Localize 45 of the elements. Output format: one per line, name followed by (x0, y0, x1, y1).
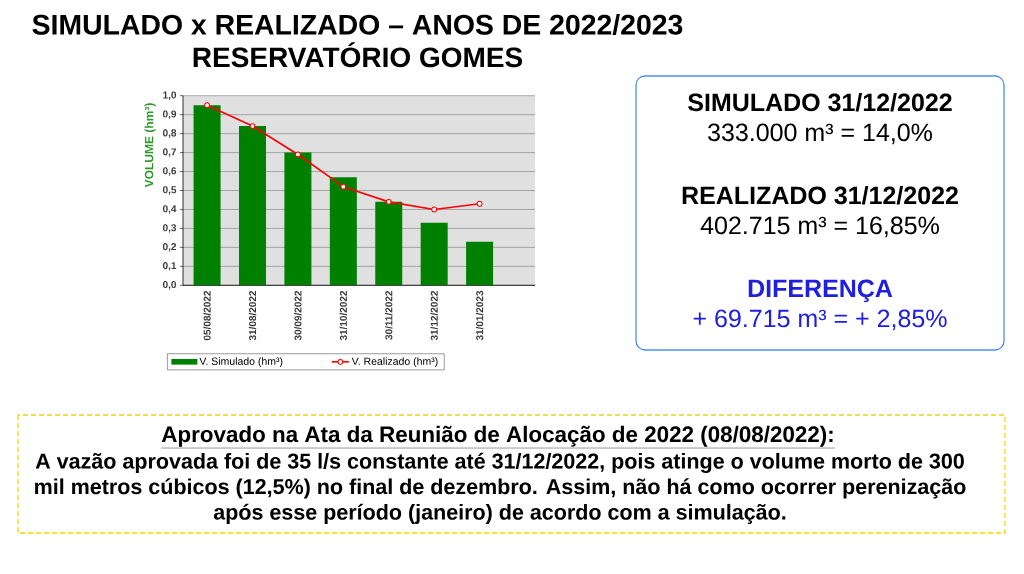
chart-subtitle: RESERVATÓRIO GOMES (193, 42, 523, 68)
bar (375, 201, 403, 286)
point (249, 123, 256, 129)
x-tick-label: 31/10/2022 (339, 290, 348, 341)
text: DIFERENÇA (748, 279, 893, 303)
y-tick-label: 0,0 (162, 281, 177, 290)
y-tick-label: 0,7 (162, 148, 177, 157)
legend-label: V. Simulado (hm³) (199, 357, 283, 368)
point (204, 102, 210, 109)
bar (420, 222, 448, 286)
point (476, 200, 483, 207)
point (295, 151, 301, 158)
point (340, 183, 347, 190)
y-tick-label: 0,2 (162, 243, 177, 252)
text: REALIZADO 31/12/2022 (682, 185, 958, 205)
x-tick-label: 31/08/2022 (248, 290, 257, 341)
bar (284, 152, 312, 286)
text: + 69.715 m³ = + 2,85% (693, 309, 947, 331)
y-axis-title: VOLUME (hm³) (144, 103, 156, 188)
x-tick-label: 05/08/2022 (203, 290, 211, 341)
y-tick-label: 0,6 (162, 167, 177, 176)
text: 402.715 m³ = 16,85% (700, 216, 939, 238)
x-tick-label: 30/11/2022 (385, 290, 393, 340)
x-tick-label: 31/01/2023 (475, 290, 484, 341)
y-tick-label: 0,3 (162, 224, 177, 233)
bar (239, 126, 266, 286)
bar (329, 177, 357, 286)
x-tick-label: 30/09/2022 (294, 290, 302, 341)
legend-label: V. Realizado (hm³) (351, 357, 438, 368)
y-tick-label: 0,4 (162, 205, 177, 214)
point (385, 198, 392, 205)
bar (466, 241, 494, 286)
chart-title: SIMULADO x REALIZADO – ANOS DE 2022/2023 (32, 13, 683, 36)
text: SIMULADO 31/12/2022 (688, 92, 952, 112)
bar (193, 105, 221, 286)
text: A vazão aprovada foi de 35 l/s constante até 31/12/2022, pois atinge o volume morto de 300 mil metros cúbicos (12,5%) no final de dezembro. Assim, não há como ocorrer perenização após esse período (janeiro) de acordo com a simulação. (35, 452, 966, 524)
text: 333.000 m³ = 14,0% (708, 123, 933, 145)
y-tick-label: 1,0 (163, 91, 177, 100)
y-tick-label: 0,5 (162, 186, 177, 195)
text: Aprovado na Ata da Reunião de Alocação de 2022 (08/08/2022): (161, 425, 833, 447)
y-tick-label: 0,9 (162, 110, 177, 119)
y-tick-label: 0,8 (162, 129, 177, 138)
y-tick-label: 0,1 (162, 262, 177, 271)
x-tick-label: 31/12/2022 (430, 290, 438, 341)
point (431, 206, 438, 213)
